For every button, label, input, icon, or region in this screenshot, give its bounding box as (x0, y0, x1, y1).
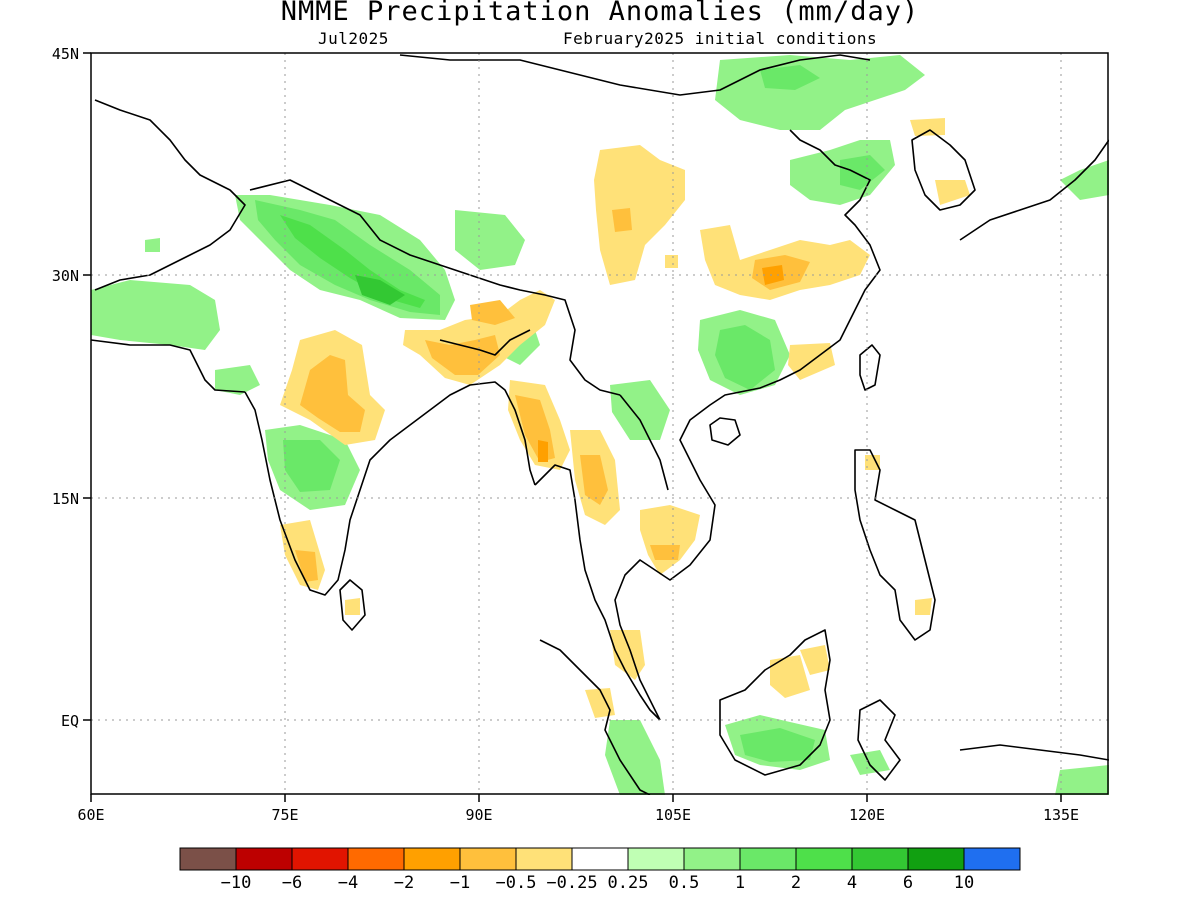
new-guinea (959, 744, 1109, 761)
sulawesi (857, 699, 901, 781)
colorbar-swatch (347, 847, 405, 871)
colorbar-swatch (907, 847, 965, 871)
colorbar-label: 0.5 (669, 873, 700, 893)
taiwan (859, 344, 881, 391)
east-asia-coastline (614, 129, 881, 721)
colorbar-swatch (683, 847, 741, 871)
malay-peninsula-west (534, 464, 661, 721)
central-asia-border (94, 99, 246, 291)
gridlines (91, 53, 1108, 794)
lat-tick-15n: 15N (52, 490, 79, 508)
strong-dry-anomaly (538, 265, 784, 462)
mongolia-border (399, 54, 871, 96)
colorbar-swatch (963, 847, 1021, 871)
lat-tick-eq: EQ (61, 712, 79, 730)
map-frame (90, 52, 1109, 795)
colorbar-label: 0.25 (608, 873, 649, 893)
colorbar-swatch (459, 847, 517, 871)
colorbar-label: −6 (282, 873, 302, 893)
map-title: NMME Precipitation Anomalies (mm/day) (280, 0, 920, 27)
lon-tick-75e: 75E (271, 806, 298, 824)
lon-tick-120e: 120E (849, 806, 885, 824)
lat-tick-30n: 30N (52, 267, 79, 285)
lon-tick-105e: 105E (655, 806, 691, 824)
initial-conditions-label: February2025 initial conditions (563, 29, 878, 48)
colorbar-label: −2 (394, 873, 414, 893)
colorbar-swatch (235, 847, 293, 871)
korea (911, 129, 976, 211)
colorbar-swatch (851, 847, 909, 871)
axis-ticks (83, 52, 1062, 802)
borneo (719, 629, 831, 776)
sri-lanka (339, 579, 366, 631)
colorbar-swatch (291, 847, 349, 871)
anomaly-field (91, 55, 1109, 795)
colorbar-label: 1 (735, 873, 745, 893)
indochina-border (619, 394, 669, 491)
india-coastline (244, 381, 536, 596)
japan (959, 139, 1109, 241)
colorbar-swatch (571, 847, 629, 871)
colorbar-swatch (515, 847, 573, 871)
colorbar-label: −1 (450, 873, 470, 893)
sumatra (539, 639, 651, 795)
very-strong-wet-anomaly (355, 275, 405, 305)
colorbar-label: 4 (847, 873, 857, 893)
bangladesh-border (439, 329, 531, 356)
colorbar: −10 −6 −4 −2 −1 −0.5 −0.25 0.25 0.5 1 2 4 6 10 (179, 847, 1021, 893)
strong-wet-anomaly (280, 215, 425, 308)
coastlines-and-borders (91, 54, 1109, 795)
himalaya-border (249, 179, 621, 396)
iran-coast (91, 339, 246, 393)
lon-tick-60e: 60E (77, 806, 104, 824)
lon-tick-135e: 135E (1043, 806, 1079, 824)
colorbar-swatch (739, 847, 797, 871)
lon-tick-90e: 90E (465, 806, 492, 824)
philippines (854, 449, 936, 641)
colorbar-label: 2 (791, 873, 801, 893)
colorbar-label: 6 (903, 873, 913, 893)
colorbar-swatch (627, 847, 685, 871)
colorbar-swatch (403, 847, 461, 871)
valid-month-label: Jul2025 (318, 29, 389, 48)
colorbar-swatch (795, 847, 853, 871)
hainan (709, 417, 741, 446)
colorbar-label: −10 (221, 873, 252, 893)
colorbar-label: −4 (338, 873, 358, 893)
lat-tick-45n: 45N (52, 45, 79, 63)
colorbar-label: −0.25 (546, 873, 597, 893)
colorbar-label: −0.5 (496, 873, 537, 893)
colorbar-label: 10 (954, 873, 974, 893)
colorbar-swatch (179, 847, 237, 871)
